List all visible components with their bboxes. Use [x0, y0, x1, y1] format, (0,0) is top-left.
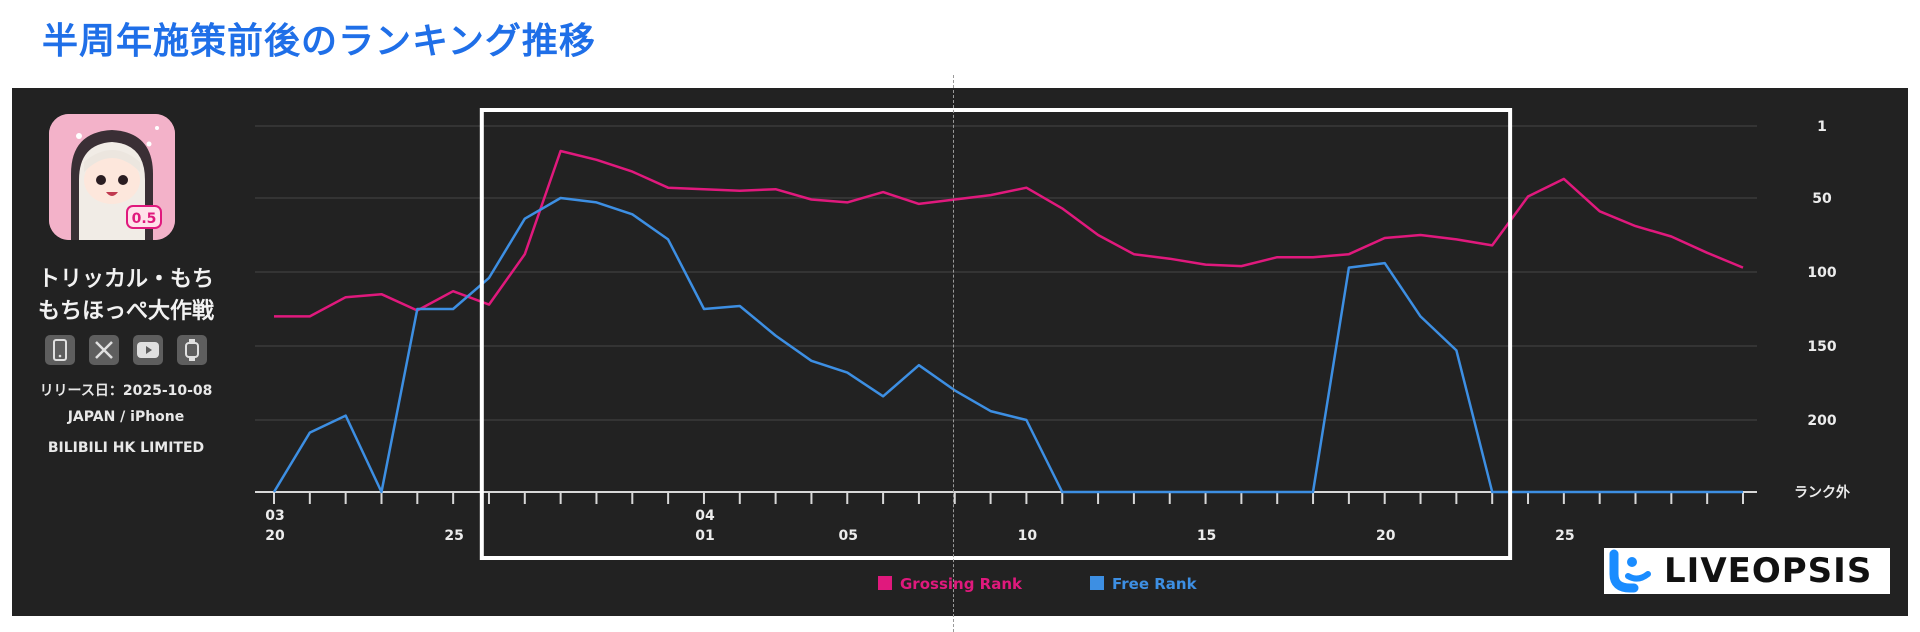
x-tick-label-day: 25 — [444, 528, 463, 544]
release-date: リリース日：2025-10-08 — [39, 383, 213, 399]
y-tick-label: ランク外 — [1794, 484, 1850, 501]
y-tick-label: 200 — [1807, 413, 1836, 429]
legend-swatch — [878, 576, 892, 590]
y-tick-label: 100 — [1807, 265, 1836, 281]
legend-label: Grossing Rank — [900, 575, 1023, 593]
x-tick-label-day: 10 — [1018, 528, 1038, 544]
watch-icon[interactable] — [177, 335, 207, 365]
series-line-grossing — [274, 149, 1744, 318]
y-tick-label: 50 — [1812, 191, 1832, 207]
x-icon[interactable] — [89, 335, 119, 365]
liveopsis-logo: LIVEOPSIS — [1604, 548, 1890, 594]
legend-swatch — [1090, 576, 1104, 590]
x-tick-label-day: 15 — [1197, 528, 1216, 544]
y-tick-label: 150 — [1807, 339, 1836, 355]
youtube-icon[interactable] — [133, 335, 163, 365]
region-platform: JAPAN / iPhone — [67, 409, 185, 425]
app-name: トリッカル・もち もちほっぺ大作戦 — [12, 264, 240, 328]
ranking-panel: 1 50 100 150 200 ランク外 03 20 25 04 01 05 10 15 20 25 Gros… — [12, 88, 1908, 616]
series-line-free — [272, 196, 1743, 494]
x-tick-label-day: 05 — [839, 528, 858, 544]
svg-text:0.5: 0.5 — [132, 211, 157, 227]
logo-text: LIVEOPSIS — [1664, 551, 1873, 591]
legend-label: Free Rank — [1112, 575, 1198, 593]
page-title: 半周年施策前後のランキング推移 — [42, 21, 596, 62]
y-tick-label: 1 — [1817, 119, 1827, 135]
highlight-box — [479, 108, 1513, 560]
x-tick-label-month: 03 — [265, 508, 284, 524]
x-tick-label-day: 20 — [1376, 528, 1396, 544]
phone-icon[interactable] — [45, 335, 75, 365]
app-name-line2: もちほっぺ大作戦 — [37, 299, 214, 324]
app-links — [30, 335, 222, 365]
divider-line — [953, 75, 954, 632]
x-tick-label-month: 04 — [695, 508, 715, 524]
x-tick-label-day: 20 — [265, 528, 285, 544]
app-name-line1: トリッカル・もち — [37, 267, 214, 292]
liveopsis-logo-icon — [1609, 549, 1651, 593]
x-tick-label-day: 25 — [1555, 528, 1574, 544]
app-sidebar: 0.5 トリッカル・もち もちほっぺ大作戦 リリース日：2025-10-08 J… — [12, 88, 240, 616]
app-icon[interactable]: 0.5 — [49, 114, 175, 240]
publisher: BILIBILI HK LIMITED — [47, 440, 205, 456]
x-tick-label-day: 01 — [695, 528, 714, 544]
